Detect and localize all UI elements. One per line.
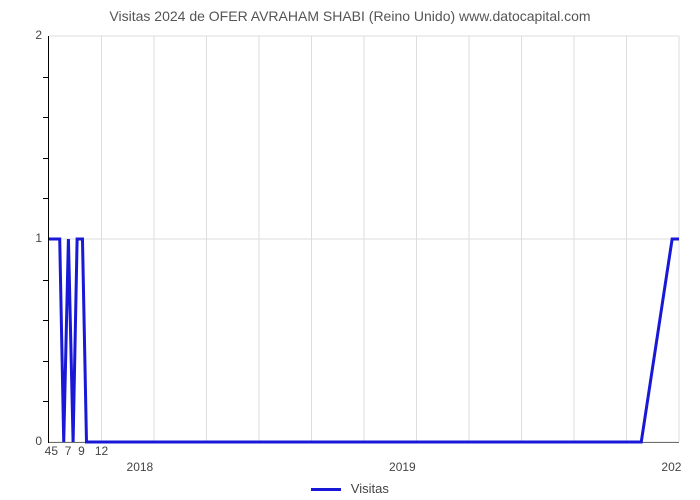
y-minor-tick bbox=[43, 280, 49, 281]
x-tick-label: 12 bbox=[95, 444, 108, 458]
chart-container: Visitas 2024 de OFER AVRAHAM SHABI (Rein… bbox=[0, 0, 700, 500]
plot-area bbox=[48, 36, 679, 443]
x-tick-label: 4 bbox=[45, 444, 52, 458]
legend: Visitas bbox=[0, 481, 700, 496]
y-minor-tick bbox=[43, 320, 49, 321]
y-minor-tick bbox=[43, 77, 49, 78]
x-year-label: 2018 bbox=[127, 460, 154, 474]
x-tick-label: 9 bbox=[78, 444, 85, 458]
line-series-svg bbox=[49, 36, 679, 442]
y-minor-tick bbox=[43, 361, 49, 362]
y-tick-label: 0 bbox=[28, 434, 42, 448]
y-tick-label: 1 bbox=[28, 231, 42, 245]
chart-title: Visitas 2024 de OFER AVRAHAM SHABI (Rein… bbox=[0, 0, 700, 24]
x-tick-label: 5 bbox=[51, 444, 58, 458]
legend-label: Visitas bbox=[351, 481, 389, 496]
y-minor-tick bbox=[43, 117, 49, 118]
x-year-label: 202 bbox=[661, 460, 681, 474]
legend-swatch bbox=[311, 488, 341, 491]
x-tick-label: 7 bbox=[65, 444, 72, 458]
y-minor-tick bbox=[43, 401, 49, 402]
y-minor-tick bbox=[43, 158, 49, 159]
y-minor-tick bbox=[43, 198, 49, 199]
y-tick-label: 2 bbox=[28, 28, 42, 42]
x-year-label: 2019 bbox=[389, 460, 416, 474]
